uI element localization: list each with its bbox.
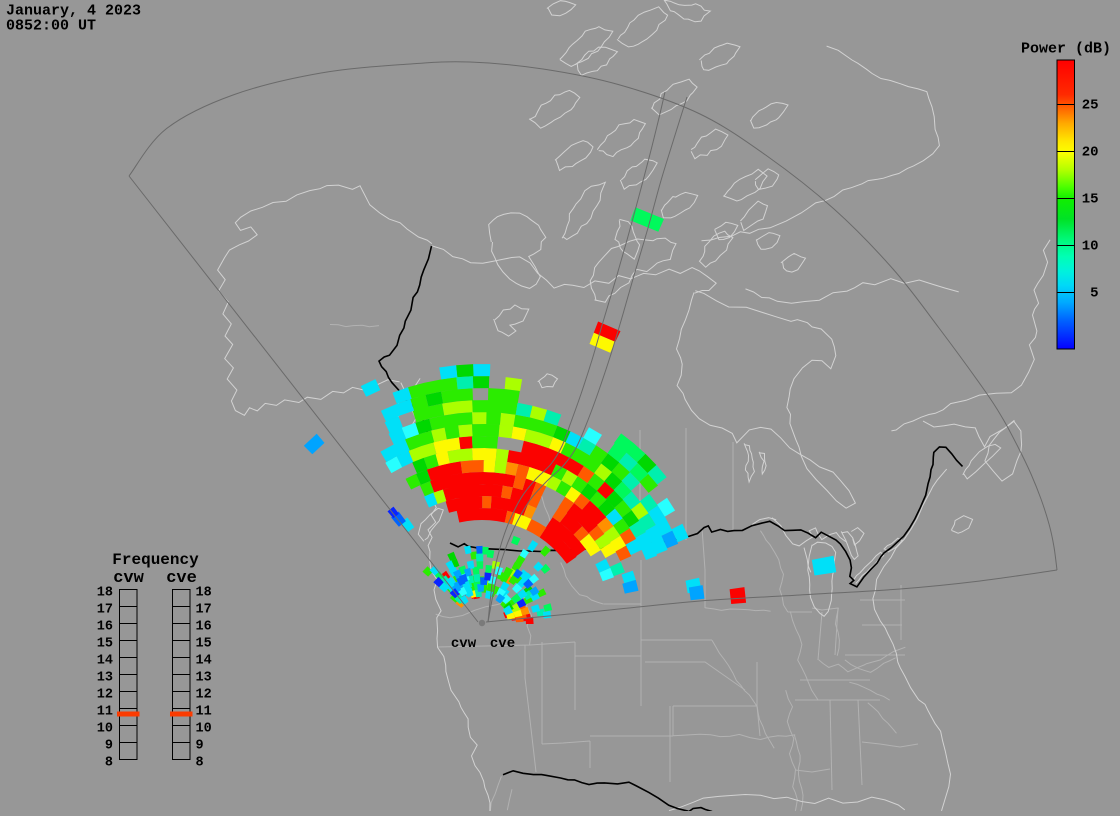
svg-text:16: 16 [196,620,212,635]
svg-text:18: 18 [196,586,212,601]
svg-text:20: 20 [1082,145,1099,161]
svg-text:13: 13 [97,671,113,686]
svg-text:11: 11 [97,705,113,720]
svg-text:8: 8 [105,756,113,771]
svg-text:cvw: cvw [451,636,477,652]
svg-text:17: 17 [196,603,212,618]
svg-text:18: 18 [97,586,113,601]
svg-text:16: 16 [97,620,113,635]
svg-text:10: 10 [196,722,212,737]
svg-text:5: 5 [1090,286,1098,302]
svg-text:15: 15 [1082,192,1099,208]
svg-text:14: 14 [97,654,113,669]
svg-text:12: 12 [196,688,212,703]
svg-text:15: 15 [196,637,212,652]
svg-text:cve: cve [166,569,197,588]
svg-text:cve: cve [490,636,515,652]
svg-text:12: 12 [97,688,113,703]
svg-text:Frequency: Frequency [112,551,199,569]
svg-text:17: 17 [97,603,113,618]
svg-text:cvw: cvw [113,569,144,588]
svg-text:9: 9 [105,739,113,754]
svg-text:25: 25 [1082,98,1099,114]
svg-text:10: 10 [1082,239,1099,255]
svg-text:Power (dB): Power (dB) [1021,41,1111,58]
svg-text:11: 11 [196,705,212,720]
svg-text:10: 10 [97,722,113,737]
svg-text:8: 8 [196,756,204,771]
svg-text:14: 14 [196,654,212,669]
svg-text:9: 9 [196,739,204,754]
svg-text:January, 4 2023: January, 4 2023 [6,3,141,20]
svg-text:13: 13 [196,671,212,686]
svg-text:15: 15 [97,637,113,652]
svg-text:0852:00 UT: 0852:00 UT [6,18,96,35]
